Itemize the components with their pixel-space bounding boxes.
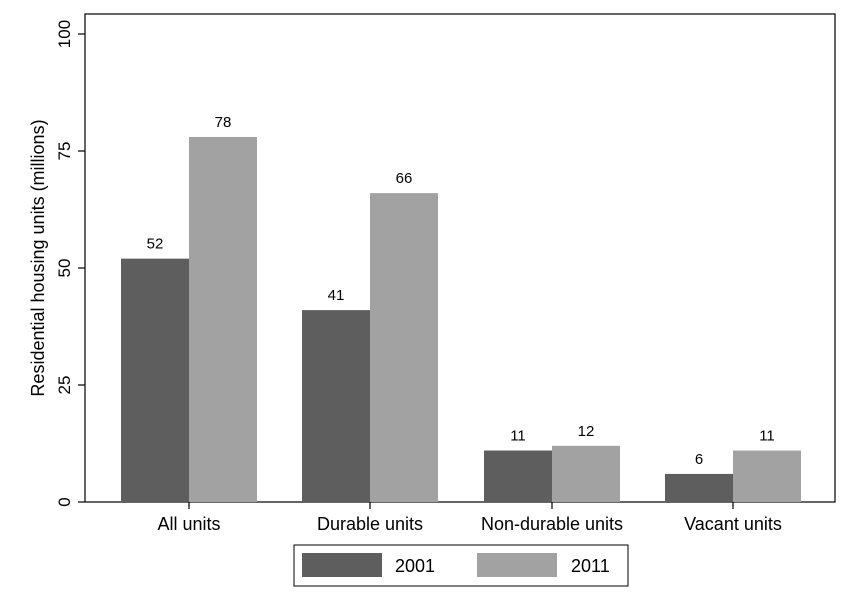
y-axis-title: Residential housing units (millions): [28, 119, 48, 396]
legend-swatch-2011: [477, 553, 557, 577]
legend-label-2001: 2001: [395, 556, 435, 576]
bar-value-label: 12: [578, 423, 595, 440]
y-tick-label: 0: [55, 497, 74, 506]
bar-2011-0: [189, 136, 257, 502]
x-category-label: Durable units: [317, 514, 423, 534]
bars: 52 78 41 66 11 12 6 11: [121, 114, 801, 502]
y-tick-label: 50: [55, 259, 74, 278]
bar-value-label: 6: [695, 451, 703, 468]
y-axis: 0 25 50 75 100: [55, 20, 85, 507]
bar-value-label: 52: [147, 236, 164, 253]
bar-value-label: 78: [215, 114, 232, 131]
legend: 2001 2011: [293, 544, 629, 587]
y-tick-label: 75: [55, 142, 74, 161]
x-category-label: Non-durable units: [481, 514, 623, 534]
bar-value-label: 11: [759, 428, 775, 445]
bar-value-label: 11: [510, 428, 526, 445]
bar-2001-1: [302, 310, 370, 502]
bar-2011-3: [733, 450, 801, 502]
bar-2001-2: [484, 450, 552, 502]
bar-2001-0: [121, 258, 189, 502]
x-category-label: Vacant units: [684, 514, 782, 534]
x-axis: All units Durable units Non-durable units V…: [157, 502, 782, 534]
bar-2011-2: [552, 445, 620, 502]
bar-2011-1: [370, 193, 438, 502]
y-tick-label: 25: [55, 376, 74, 395]
bar-value-label: 41: [328, 287, 345, 304]
legend-label-2011: 2011: [571, 556, 610, 576]
legend-frame: [293, 544, 629, 587]
x-category-label: All units: [157, 514, 220, 534]
legend-swatch-2001: [302, 553, 382, 577]
plot-frame: [84, 13, 836, 503]
y-tick-label: 100: [55, 20, 74, 48]
bar-value-label: 66: [396, 170, 413, 187]
bar-2001-3: [665, 473, 733, 502]
